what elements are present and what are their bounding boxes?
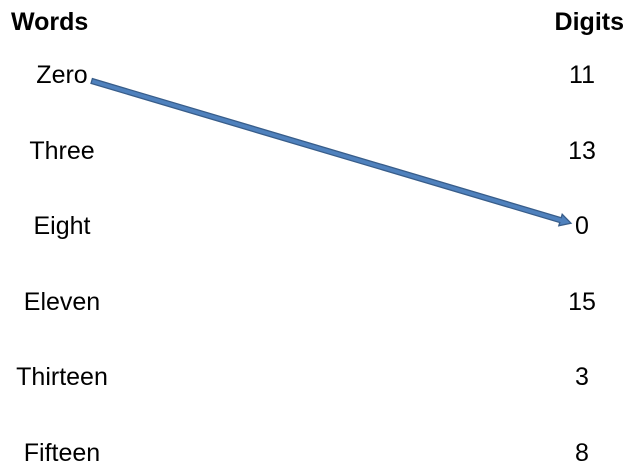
digits-column-heading: Digits: [554, 8, 624, 36]
digit-item[interactable]: 3: [575, 363, 589, 392]
word-item[interactable]: Eleven: [23, 287, 101, 316]
digit-item[interactable]: 8: [575, 438, 589, 467]
word-item[interactable]: Thirteen: [16, 363, 108, 392]
connection-arrow: [90, 77, 573, 227]
digit-item[interactable]: 13: [568, 136, 596, 165]
word-item[interactable]: Three: [29, 136, 95, 165]
words-column-heading: Words: [11, 8, 89, 36]
words-column: Zero Three Eight Eleven Thirteen Fifteen: [0, 60, 124, 468]
digit-item[interactable]: 0: [575, 212, 589, 241]
digit-item[interactable]: 15: [568, 287, 596, 316]
word-item[interactable]: Zero: [36, 61, 88, 89]
digits-column: 11 13 0 15 3 8: [540, 60, 624, 468]
word-item[interactable]: Fifteen: [23, 438, 101, 467]
digit-item[interactable]: 11: [569, 61, 595, 89]
word-item[interactable]: Eight: [33, 212, 91, 241]
